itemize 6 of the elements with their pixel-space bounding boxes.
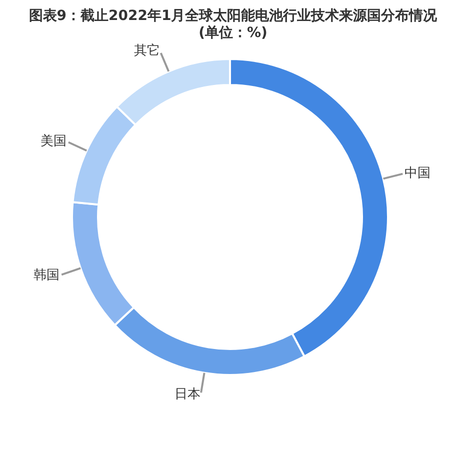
- slice-label: 中国: [404, 166, 431, 181]
- slice-label: 日本: [174, 387, 201, 402]
- slice-label: 美国: [40, 132, 67, 149]
- chart-title: 图表9：截止2022年1月全球太阳能电池行业技术来源国分布情况(单位：%): [28, 8, 438, 42]
- slice-label: 韩国: [34, 268, 60, 283]
- slice-label: 其它: [134, 42, 160, 59]
